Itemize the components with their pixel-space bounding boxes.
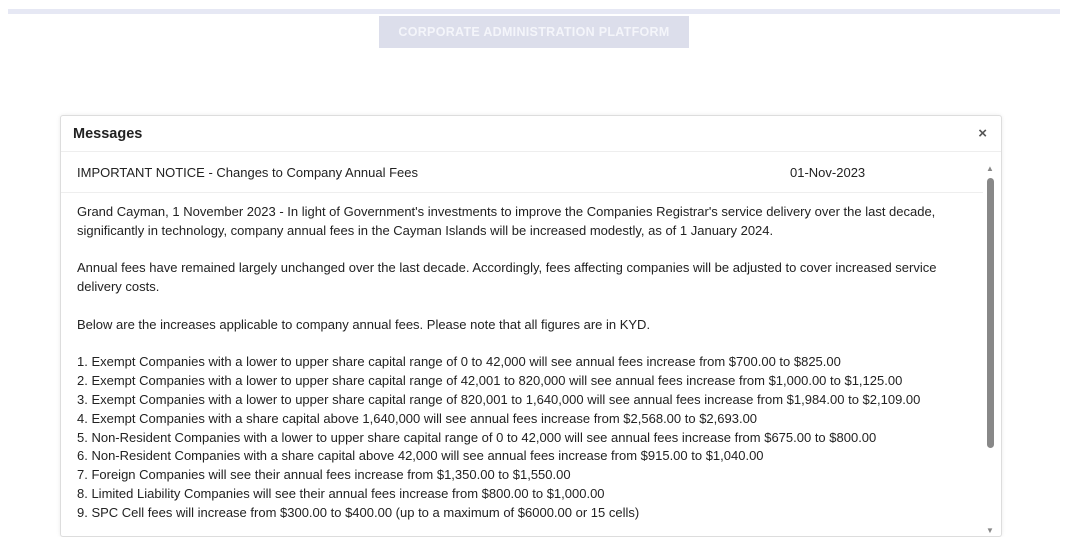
messages-modal: Messages × IMPORTANT NOTICE - Changes to… [60,115,1002,537]
top-bar [8,9,1060,14]
scroll-down-icon[interactable]: ▼ [986,526,994,535]
paragraph: Grand Cayman, 1 November 2023 - In light… [77,204,936,238]
list-item: 1. Exempt Companies with a lower to uppe… [77,354,841,370]
list-item: 8. Limited Liability Companies will see … [77,485,605,501]
modal-body: IMPORTANT NOTICE - Changes to Company An… [61,152,983,536]
modal-title: Messages [73,125,143,142]
message-row[interactable]: IMPORTANT NOTICE - Changes to Company An… [61,152,983,193]
close-icon[interactable]: × [978,125,987,142]
list-item: 3. Exempt Companies with a lower to uppe… [77,391,921,407]
platform-banner: CORPORATE ADMINISTRATION PLATFORM [379,16,689,48]
modal-header: Messages × [61,116,1001,152]
scrollbar-thumb[interactable] [986,178,994,448]
paragraph: Annual fees have remained largely unchan… [77,260,937,295]
message-content: Grand Cayman, 1 November 2023 - In light… [61,193,983,533]
list-item: 7. Foreign Companies will see their annu… [77,467,571,483]
scroll-up-icon[interactable]: ▲ [986,164,994,173]
list-item: 6. Non-Resident Companies with a share c… [77,448,764,464]
list-item: 9. SPC Cell fees will increase from $300… [77,504,640,520]
paragraph: Below are the increases applicable to co… [77,316,651,332]
list-item: 4. Exempt Companies with a share capital… [77,410,758,426]
fee-list: 1. Exempt Companies with a lower to uppe… [77,353,967,522]
list-item: 5. Non-Resident Companies with a lower t… [77,429,877,445]
message-date: 01-Nov-2023 [790,164,866,180]
scrollbar[interactable]: ▲ ▼ [985,164,995,536]
message-subject: IMPORTANT NOTICE - Changes to Company An… [77,164,419,180]
list-item: 2. Exempt Companies with a lower to uppe… [77,373,903,389]
